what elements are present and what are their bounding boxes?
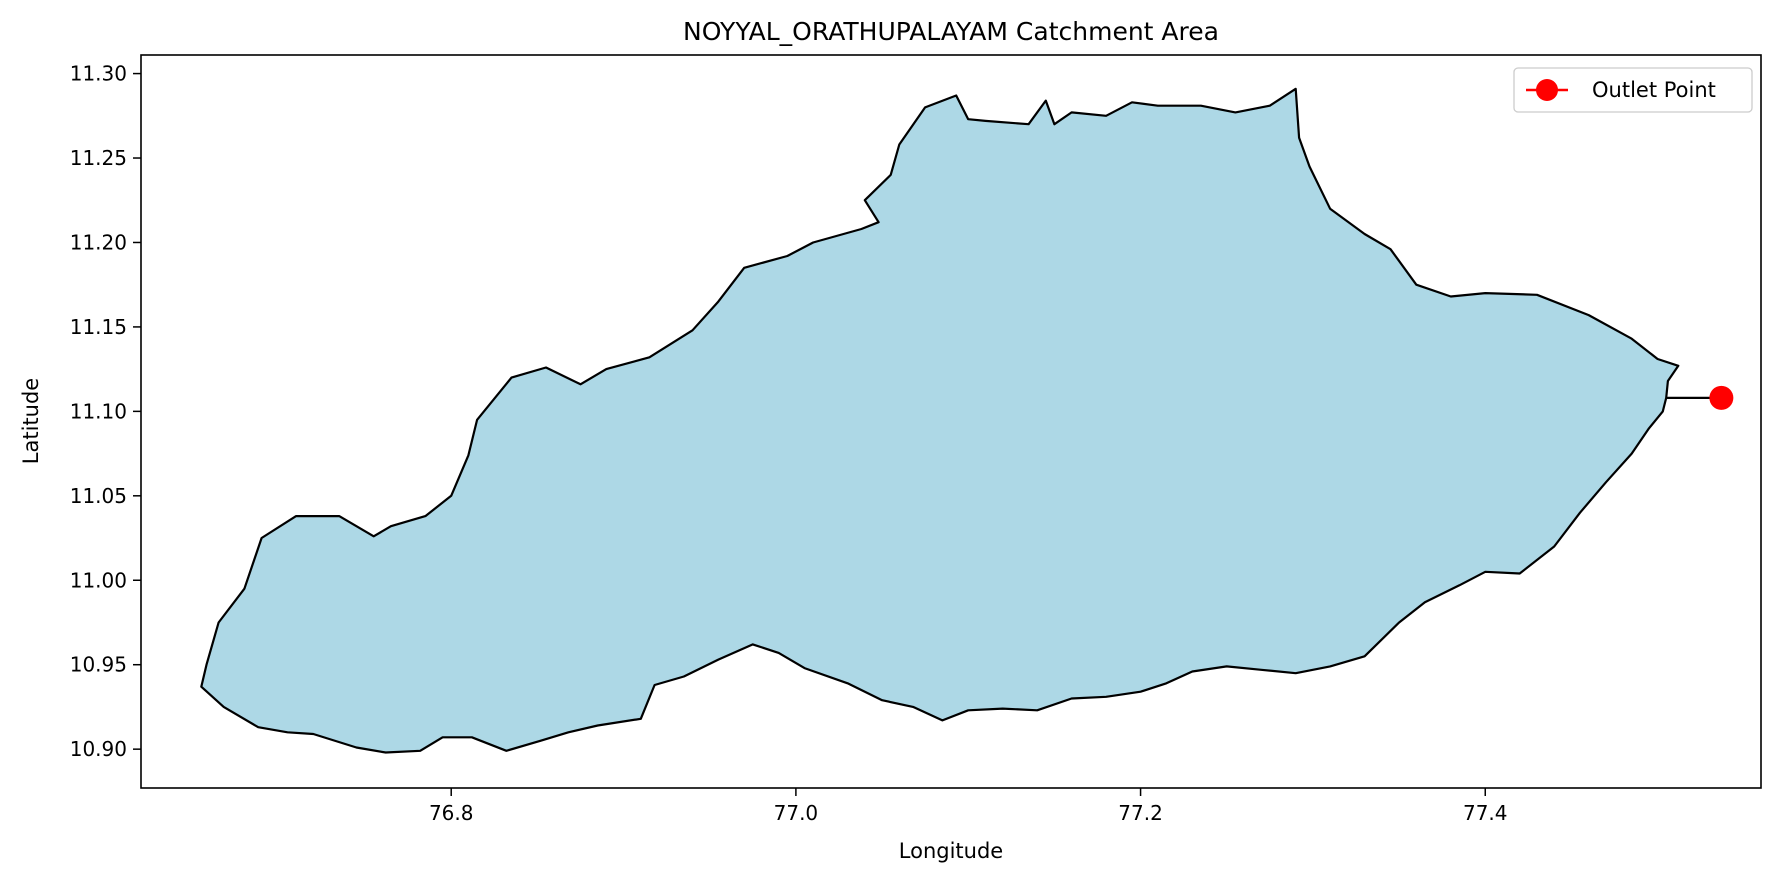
catchment-polygon [200,87,1680,754]
x-tick-label: 77.0 [774,801,819,825]
legend-box [1513,67,1753,113]
legend: Outlet Point [1513,67,1753,113]
x-tick-label: 76.8 [429,801,474,825]
y-axis-label: Latitude [19,378,43,464]
legend-entry-outlet-point: Outlet Point [1592,78,1716,102]
chart-title: NOYYAL_ORATHUPALAYAM Catchment Area [683,17,1219,46]
y-tick-label: 11.05 [70,484,127,508]
y-tick-label: 11.00 [70,568,127,592]
legend-swatch-marker [1536,79,1558,101]
y-tick-label: 11.15 [70,315,127,339]
outlet-point-marker [1709,385,1734,410]
x-tick-label: 77.2 [1118,801,1163,825]
y-tick-label: 10.90 [70,737,127,761]
y-tick-label: 11.20 [70,230,127,254]
y-tick-label: 10.95 [70,653,127,677]
x-axis: 76.8 77.0 77.2 77.4 [429,788,1508,825]
plot-area [200,87,1734,754]
y-tick-label: 11.10 [70,399,127,423]
axes-frame [140,54,1762,789]
x-axis-label: Longitude [899,839,1003,863]
y-axis: 10.90 10.95 11.00 11.05 11.10 11.15 11.20 11.25… [70,62,141,761]
y-tick-label: 11.25 [70,146,127,170]
x-tick-label: 77.4 [1463,801,1508,825]
y-tick-label: 11.30 [70,62,127,86]
